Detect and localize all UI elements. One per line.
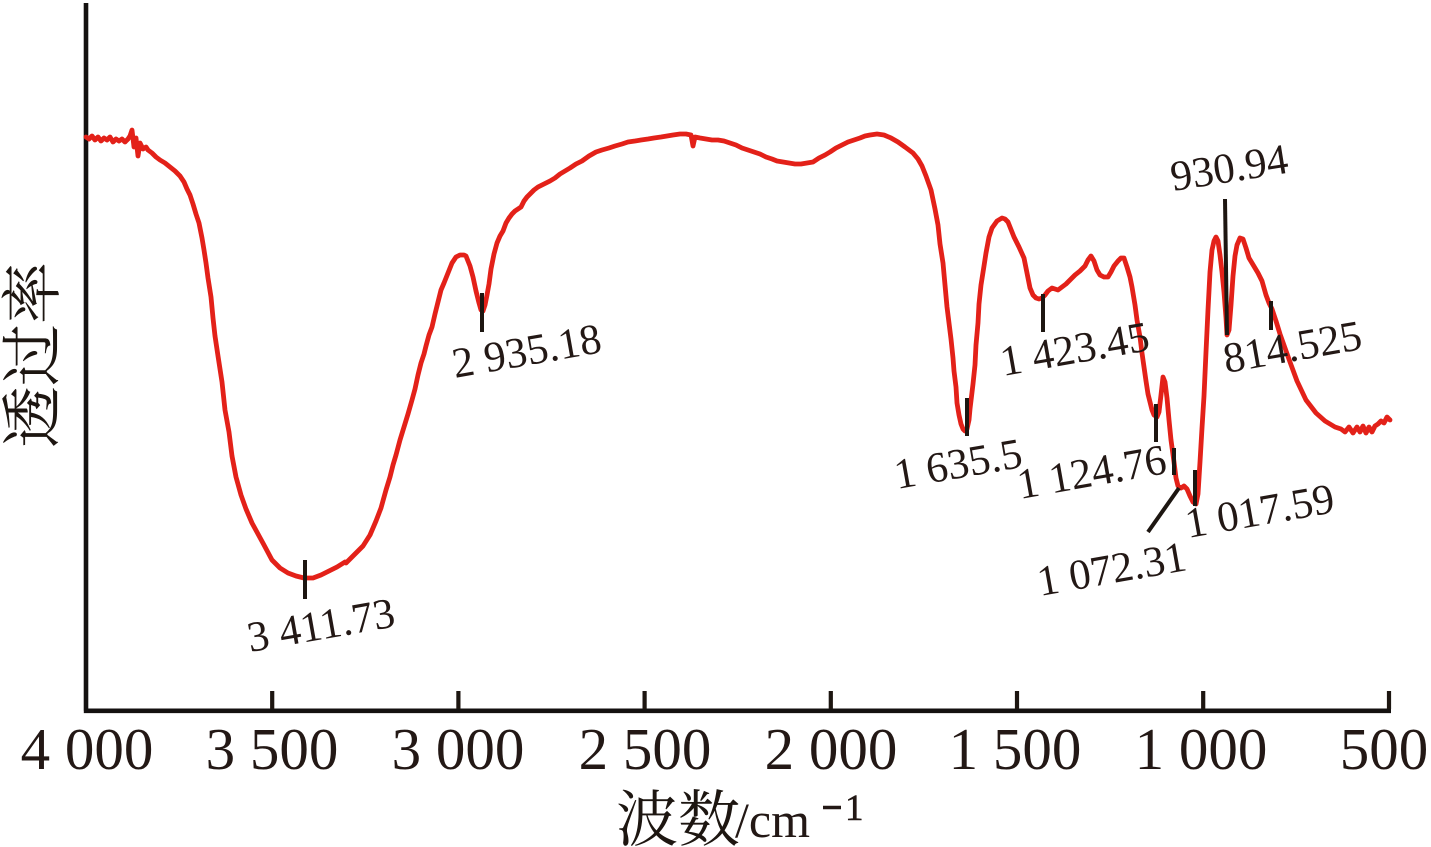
svg-text:500: 500	[1340, 716, 1429, 782]
svg-text:3 500: 3 500	[206, 716, 339, 782]
svg-text:2 000: 2 000	[765, 716, 898, 782]
svg-text:2 500: 2 500	[579, 716, 712, 782]
svg-text:1 500: 1 500	[949, 716, 1082, 782]
svg-text:3 000: 3 000	[392, 716, 525, 782]
svg-text:/cm: /cm	[735, 792, 810, 847]
svg-text:4 000: 4 000	[21, 716, 154, 782]
svg-text:1 000: 1 000	[1135, 716, 1268, 782]
svg-text:1: 1	[845, 788, 864, 829]
